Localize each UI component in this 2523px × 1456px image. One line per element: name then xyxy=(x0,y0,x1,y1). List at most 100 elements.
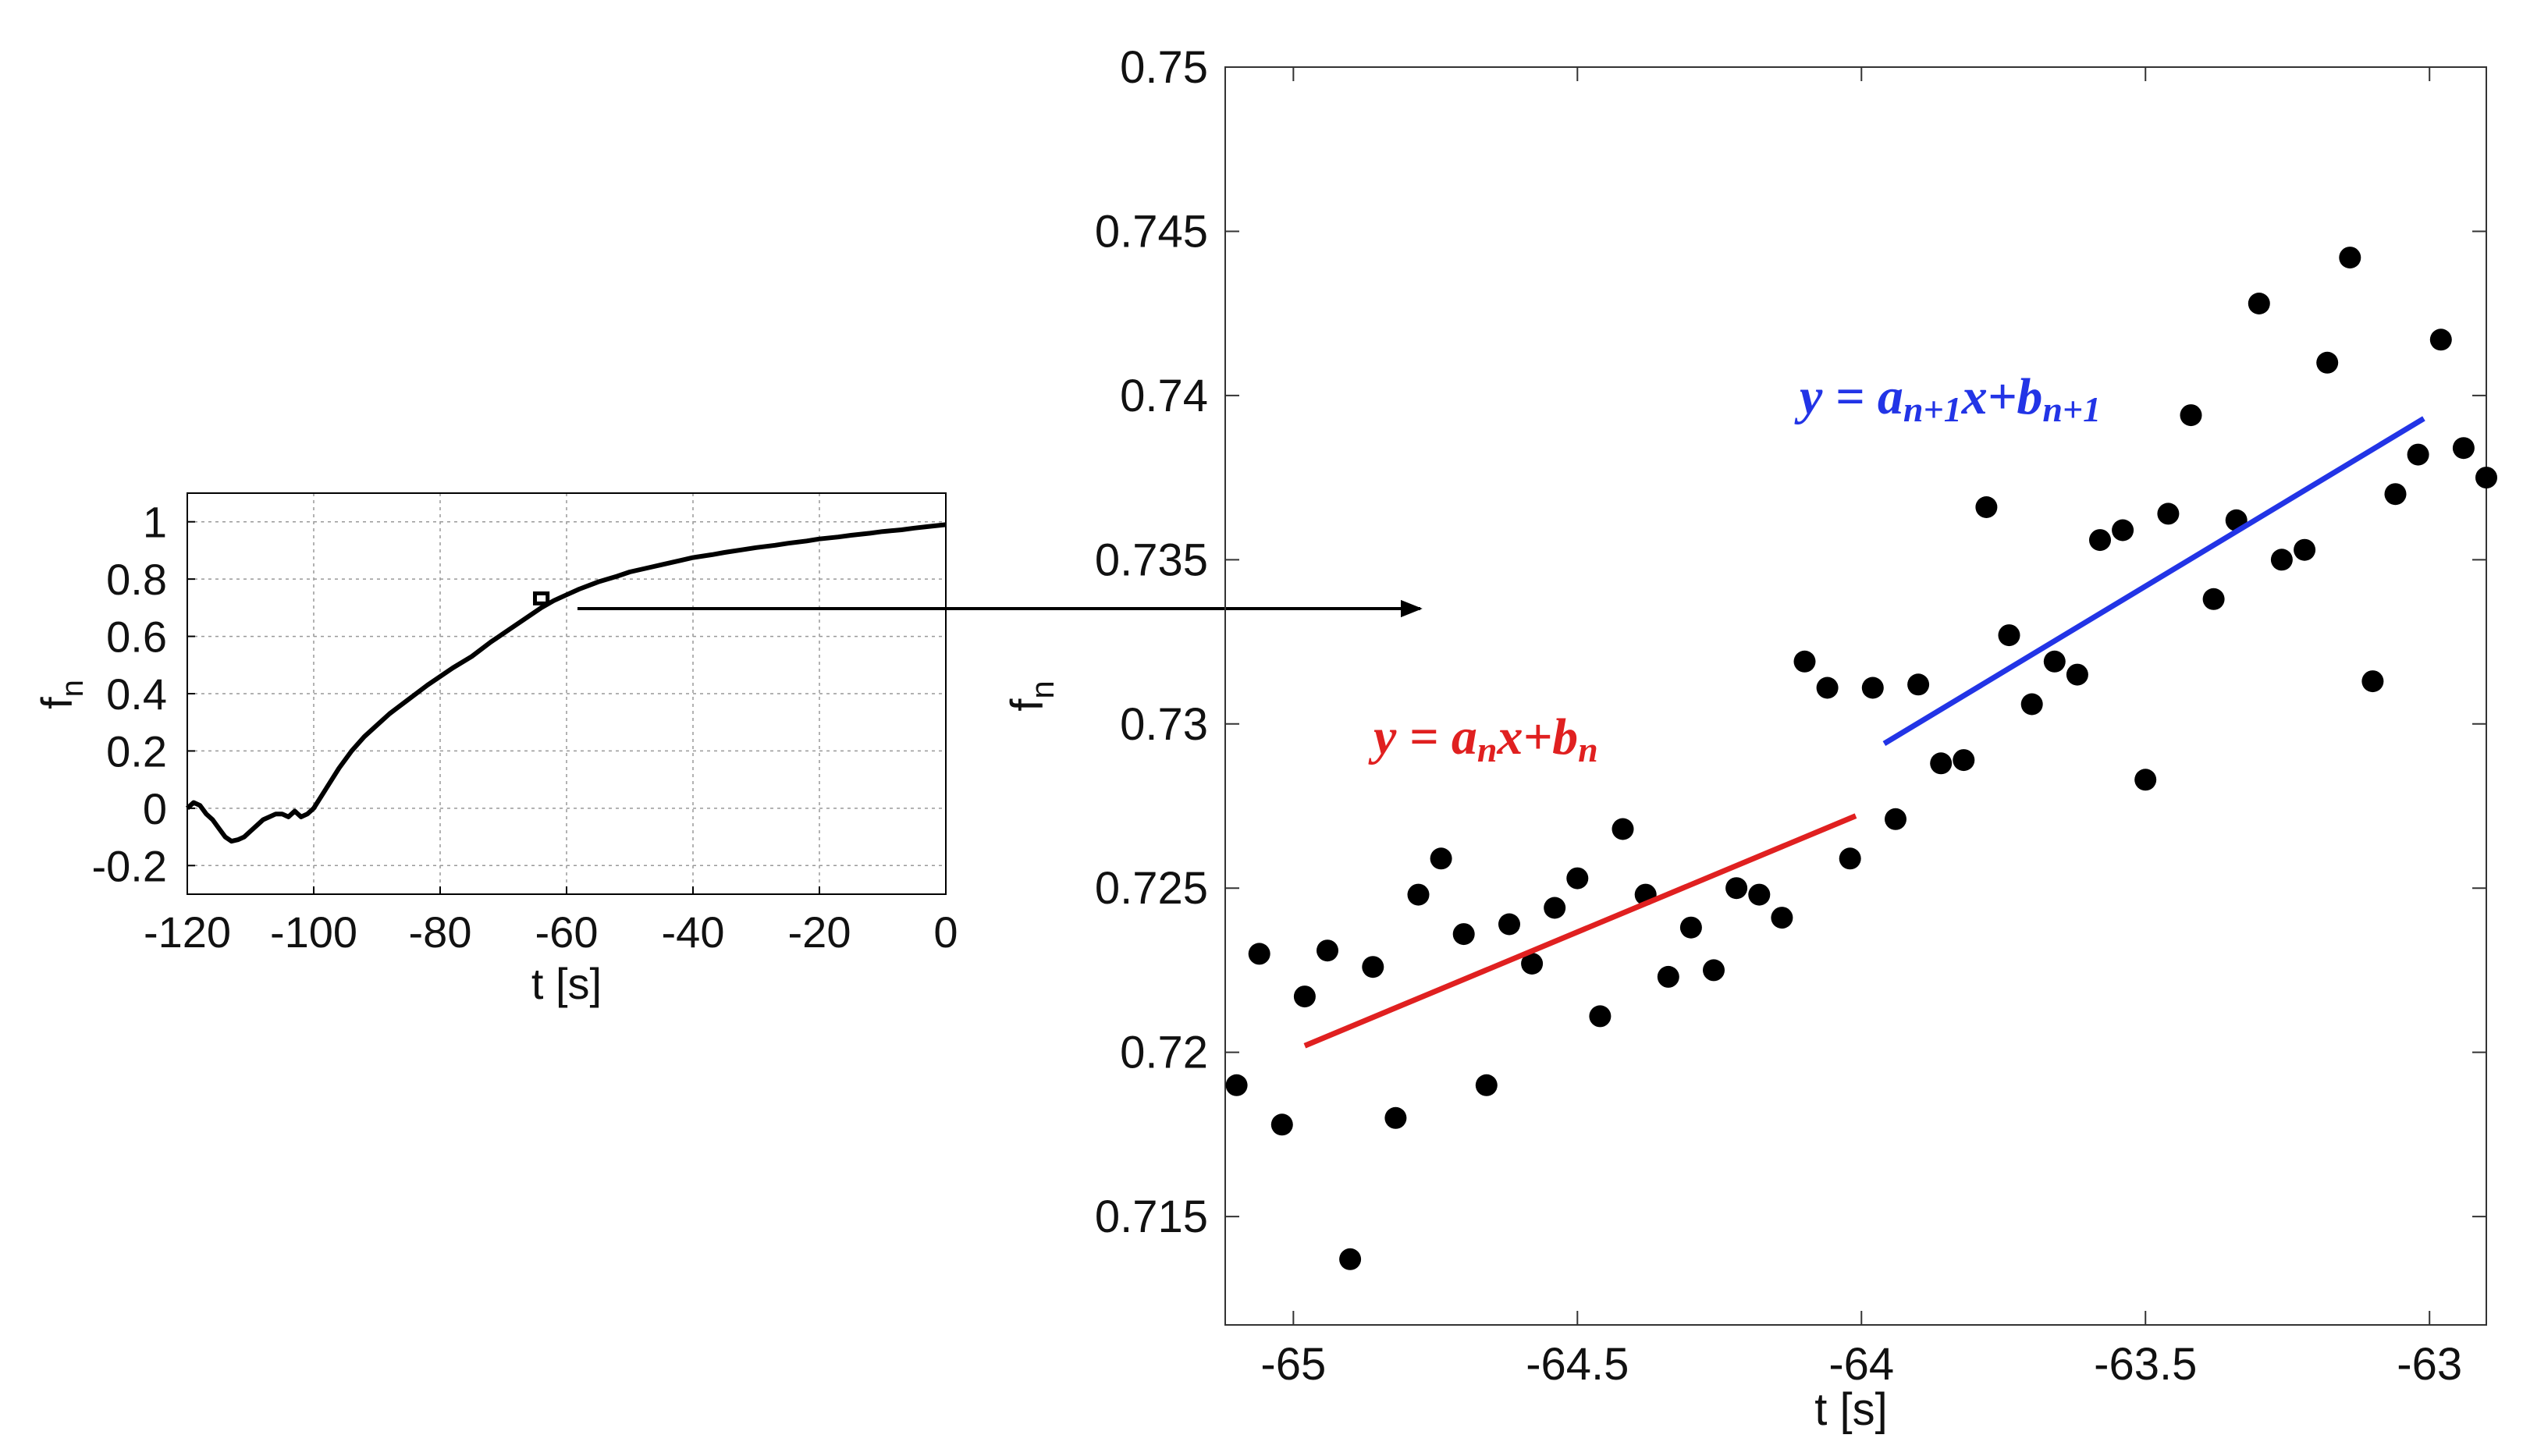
zoom-x-tick-labels: -65 -64.5 -64 -63.5 -63 xyxy=(1260,1339,2462,1390)
zoom-data-point xyxy=(1725,877,1748,900)
zoom-data-point xyxy=(1317,939,1338,962)
zoom-data-point xyxy=(2316,351,2339,374)
zoom-data-point xyxy=(1362,956,1384,978)
overview-series-line xyxy=(185,522,947,844)
zoom-data-point xyxy=(1748,883,1771,906)
zoom-data-point xyxy=(2020,693,2043,716)
zoom-x-tick-label: -65 xyxy=(1260,1339,1326,1390)
overview-x-tick-label: -80 xyxy=(409,907,472,957)
overview-x-tick-label: -20 xyxy=(788,907,851,957)
overview-grid xyxy=(187,493,947,894)
zoom-y-axis-label: fn xyxy=(1002,680,1061,711)
zoom-data-point xyxy=(2043,650,2066,673)
zoom-data-point xyxy=(1771,907,1793,929)
zoom-y-tick-label: 0.745 xyxy=(1095,206,1208,257)
overview-y-tick-label: -0.2 xyxy=(92,841,168,890)
zoom-data-point xyxy=(1816,677,1839,699)
zoom-y-tick-label: 0.715 xyxy=(1095,1191,1208,1242)
fit-line-n xyxy=(1303,813,1857,1049)
zoom-data-point xyxy=(2089,529,2111,552)
zoom-data-point xyxy=(2407,443,2429,466)
zoom-data-point xyxy=(2475,467,2497,489)
overview-x-tick-label: -60 xyxy=(535,907,599,957)
overview-y-tick-label: 0.2 xyxy=(106,726,167,776)
zoom-y-tick-label: 0.735 xyxy=(1095,534,1208,585)
zoom-x-axis-label: t [s] xyxy=(1814,1384,1887,1435)
zoom-data-point xyxy=(2248,293,2270,314)
overview-y-tick-label: 1 xyxy=(143,498,167,547)
zoom-data-point xyxy=(2384,483,2407,506)
overview-chart: -120 -100 -80 -60 -40 -20 0 -0.2 0 0.2 0.4 0.6 0.8 1… xyxy=(32,492,958,1008)
zoom-data-point xyxy=(2339,247,2361,269)
svg-text:fn: fn xyxy=(1002,680,1061,711)
overview-y-tick-labels: -0.2 0 0.2 0.4 0.6 0.8 1 xyxy=(92,498,168,891)
zoom-data-point xyxy=(1679,916,1702,939)
overview-y-tick-label: 0.6 xyxy=(106,613,167,662)
equation-n-plus-1-label: y = an+1x+bn+1 xyxy=(1794,368,2101,429)
zoom-data-point xyxy=(1907,673,1930,696)
zoom-data-point xyxy=(1225,1074,1248,1096)
zoom-data-point xyxy=(1930,752,1953,775)
zoom-data-point xyxy=(2066,663,2088,686)
zoom-data-point xyxy=(1657,965,1679,988)
overview-x-tick-label: 0 xyxy=(933,907,958,957)
zoom-x-tick-label: -63.5 xyxy=(2094,1339,2197,1390)
zoom-data-point xyxy=(1430,847,1452,870)
zoom-data-point xyxy=(2180,404,2202,427)
zoom-data-point xyxy=(2429,328,2452,351)
zoom-data-point xyxy=(1544,897,1566,919)
zoom-data-point xyxy=(1975,496,1998,518)
overview-x-tick-label: -120 xyxy=(144,907,231,957)
zoom-data-point xyxy=(1612,818,1634,840)
zoom-data-point xyxy=(1498,913,1520,936)
overview-x-tick-labels: -120 -100 -80 -60 -40 -20 0 xyxy=(144,907,958,957)
zoom-data-point xyxy=(1475,1074,1498,1096)
overview-x-axis-label: t [s] xyxy=(531,959,602,1008)
zoom-data-point xyxy=(1861,677,1884,699)
zoom-chart: -65 -64.5 -64 -63.5 -63 0.7150.720.7250.730.… xyxy=(1002,42,2497,1435)
zoom-x-tick-label: -63 xyxy=(2397,1339,2462,1390)
zoom-data-point xyxy=(2294,538,2316,561)
zoom-data-point xyxy=(1452,923,1475,946)
zoom-data-points xyxy=(1225,247,2497,1270)
zoom-data-point xyxy=(1703,959,1725,982)
overview-x-tick-label: -100 xyxy=(270,907,357,957)
fit-line-n-plus-1 xyxy=(1882,416,2425,747)
zoom-data-point xyxy=(1953,749,1975,772)
zoom-y-tick-label: 0.725 xyxy=(1095,863,1208,914)
zoom-data-point xyxy=(2157,502,2180,525)
overview-x-tick-label: -40 xyxy=(662,907,725,957)
zoom-data-point xyxy=(1521,953,1544,975)
zoom-data-point xyxy=(2112,519,2134,542)
zoom-y-tick-label: 0.75 xyxy=(1120,42,1208,93)
zoom-data-point xyxy=(1839,847,1861,870)
equation-n-label: y = anx+bn xyxy=(1368,708,1598,769)
overview-y-tick-label: 0 xyxy=(143,784,167,833)
zoom-data-point xyxy=(1589,1005,1612,1028)
zoom-plot-frame xyxy=(1224,66,2487,1326)
zoom-x-tick-label: -64.5 xyxy=(1526,1339,1629,1390)
zoom-tick-marks xyxy=(1225,66,2486,1325)
zoom-data-point xyxy=(1885,808,1906,830)
zoom-data-point xyxy=(2361,670,2384,693)
overview-y-axis-label: fn xyxy=(32,680,90,709)
zoom-data-point xyxy=(1293,985,1316,1008)
zoom-data-point xyxy=(2270,549,2293,571)
svg-text:fn: fn xyxy=(32,680,90,709)
zoom-y-tick-label: 0.73 xyxy=(1120,699,1208,750)
zoom-y-tick-label: 0.72 xyxy=(1120,1028,1208,1078)
zoom-data-point xyxy=(1998,624,2020,647)
zoom-data-point xyxy=(2202,588,2225,610)
zoom-data-point xyxy=(2134,769,2157,791)
zoom-data-point xyxy=(2452,437,2475,460)
overview-y-tick-label: 0.4 xyxy=(106,669,167,719)
zoom-data-point xyxy=(1270,1113,1293,1136)
zoom-y-tick-labels: 0.715 0.72 0.725 0.73 0.735 0.74 0.745 0.75 xyxy=(1095,42,1208,1242)
zoom-x-tick-label: -64 xyxy=(1828,1339,1894,1390)
zoom-data-point xyxy=(1384,1106,1407,1129)
zoom-y-tick-label: 0.74 xyxy=(1120,371,1208,421)
zoom-data-point xyxy=(1248,943,1270,965)
overview-zoom-box xyxy=(533,591,550,605)
zoom-data-point xyxy=(1566,867,1589,890)
